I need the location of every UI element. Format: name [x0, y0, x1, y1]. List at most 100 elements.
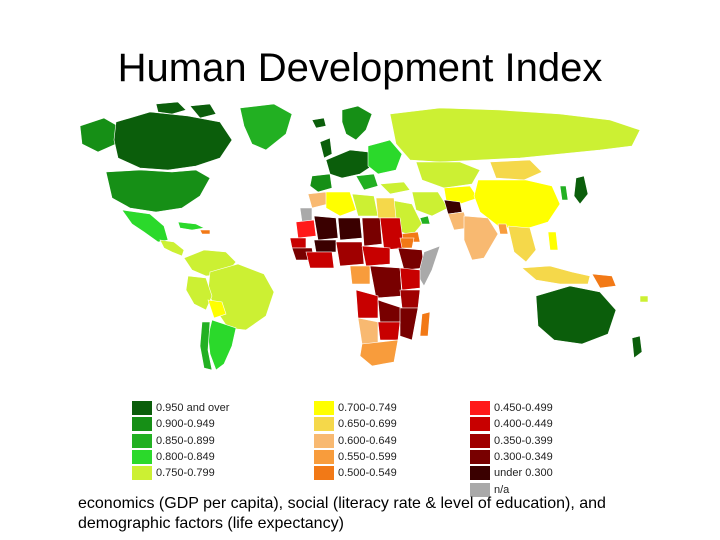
- region-argentina: [207, 319, 237, 371]
- legend-swatch: [132, 433, 152, 448]
- region-kazakhstan: [415, 161, 481, 189]
- region-zambia: [377, 299, 403, 323]
- region-central-america: [159, 239, 185, 257]
- region-japan: [573, 175, 589, 205]
- region-chile: [199, 321, 213, 371]
- region-mauritania: [295, 219, 317, 239]
- region-algeria: [325, 191, 357, 217]
- legend-item: 0.300-0.349: [470, 449, 553, 465]
- region-mongolia: [489, 159, 543, 181]
- region-china: [473, 179, 561, 231]
- legend-item: 0.900-0.949: [132, 416, 229, 432]
- world-map-graphic: [79, 101, 649, 371]
- region-chad: [361, 217, 383, 247]
- region-brazil: [207, 263, 275, 331]
- region-iberia: [309, 173, 333, 193]
- region-mexico: [121, 209, 169, 243]
- region-new-zealand: [631, 335, 643, 359]
- region-pacific-islands: [639, 295, 649, 303]
- region-usa: [105, 169, 211, 213]
- region-peru: [185, 275, 213, 311]
- region-russia: [389, 107, 641, 163]
- region-angola: [355, 289, 379, 319]
- region-madagascar: [419, 311, 431, 337]
- legend-swatch: [132, 401, 152, 416]
- legend-label: 0.950 and over: [156, 402, 230, 415]
- region-greenland: [239, 103, 293, 151]
- legend-label: 0.800-0.849: [156, 451, 215, 464]
- legend-column: 0.700-0.749 0.650-0.699 0.600-0.649 0.55…: [314, 400, 397, 481]
- region-indochina: [507, 225, 537, 263]
- region-botswana-zimbabwe: [377, 321, 401, 341]
- region-papua: [591, 273, 617, 289]
- region-central-asia: [443, 185, 479, 205]
- region-libya: [351, 193, 379, 217]
- legend-swatch: [470, 466, 490, 481]
- legend-column: 0.450-0.499 0.400-0.449 0.350-0.399 0.30…: [470, 400, 553, 498]
- legend-swatch: [314, 417, 334, 432]
- region-gabon-congo: [349, 265, 371, 285]
- region-namibia: [357, 317, 379, 345]
- region-senegal: [289, 237, 307, 249]
- region-turkey: [379, 181, 411, 195]
- legend-item: 0.850-0.899: [132, 433, 229, 449]
- region-burkina: [313, 239, 337, 253]
- region-nigeria: [335, 241, 365, 267]
- region-eastern-europe: [367, 139, 403, 175]
- region-gulf: [419, 215, 431, 225]
- region-indonesia: [521, 265, 591, 285]
- region-tanzania: [399, 289, 421, 309]
- legend-swatch: [470, 417, 490, 432]
- legend-item: 0.400-0.449: [470, 416, 553, 432]
- region-egypt: [375, 197, 397, 219]
- map-legend: 0.950 and over 0.900-0.949 0.850-0.899 0…: [132, 400, 582, 498]
- world-map: [60, 100, 672, 372]
- legend-label: 0.400-0.449: [494, 418, 553, 431]
- legend-item: 0.350-0.399: [470, 433, 553, 449]
- region-balkans: [355, 173, 379, 191]
- legend-item: 0.800-0.849: [132, 449, 229, 465]
- region-philippines: [547, 231, 559, 251]
- region-afghanistan: [443, 199, 463, 215]
- legend-swatch: [132, 417, 152, 432]
- region-niger: [337, 217, 363, 241]
- legend-label: 0.550-0.599: [338, 451, 397, 464]
- region-south-africa: [359, 339, 399, 367]
- legend-item: 0.750-0.799: [132, 465, 229, 481]
- region-scandinavia: [341, 105, 373, 141]
- region-alaska: [79, 117, 119, 153]
- legend-label: n/a: [494, 483, 510, 496]
- legend-swatch: [314, 433, 334, 448]
- region-india: [463, 215, 499, 261]
- legend-label: under 0.300: [494, 467, 553, 480]
- caption: economics (GDP per capita), social (lite…: [78, 495, 606, 532]
- region-kenya-uganda: [399, 267, 421, 291]
- legend-label: 0.300-0.349: [494, 451, 553, 464]
- legend-column: 0.950 and over 0.900-0.949 0.850-0.899 0…: [132, 400, 229, 481]
- legend-item: 0.650-0.699: [314, 416, 397, 432]
- legend-swatch: [132, 450, 152, 465]
- legend-item: n/a: [470, 481, 553, 497]
- region-western-europe: [325, 149, 373, 179]
- legend-label: 0.600-0.649: [338, 434, 397, 447]
- region-australia: [535, 285, 617, 345]
- legend-swatch: [470, 450, 490, 465]
- region-eritrea: [399, 237, 415, 249]
- region-drc: [369, 265, 403, 299]
- region-korea: [559, 185, 569, 201]
- region-mali: [313, 215, 339, 241]
- legend-label: 0.850-0.899: [156, 434, 215, 447]
- legend-item: 0.500-0.549: [314, 465, 397, 481]
- legend-swatch: [314, 450, 334, 465]
- region-uk: [319, 137, 333, 159]
- legend-swatch: [132, 466, 152, 481]
- legend-swatch: [314, 466, 334, 481]
- legend-item: 0.950 and over: [132, 400, 229, 416]
- legend-swatch: [314, 401, 334, 416]
- region-haiti: [199, 229, 211, 235]
- legend-label: 0.450-0.499: [494, 402, 553, 415]
- region-bolivia: [207, 299, 227, 319]
- legend-label: 0.700-0.749: [338, 402, 397, 415]
- region-ghana-ivory: [305, 251, 335, 269]
- legend-item: 0.700-0.749: [314, 400, 397, 416]
